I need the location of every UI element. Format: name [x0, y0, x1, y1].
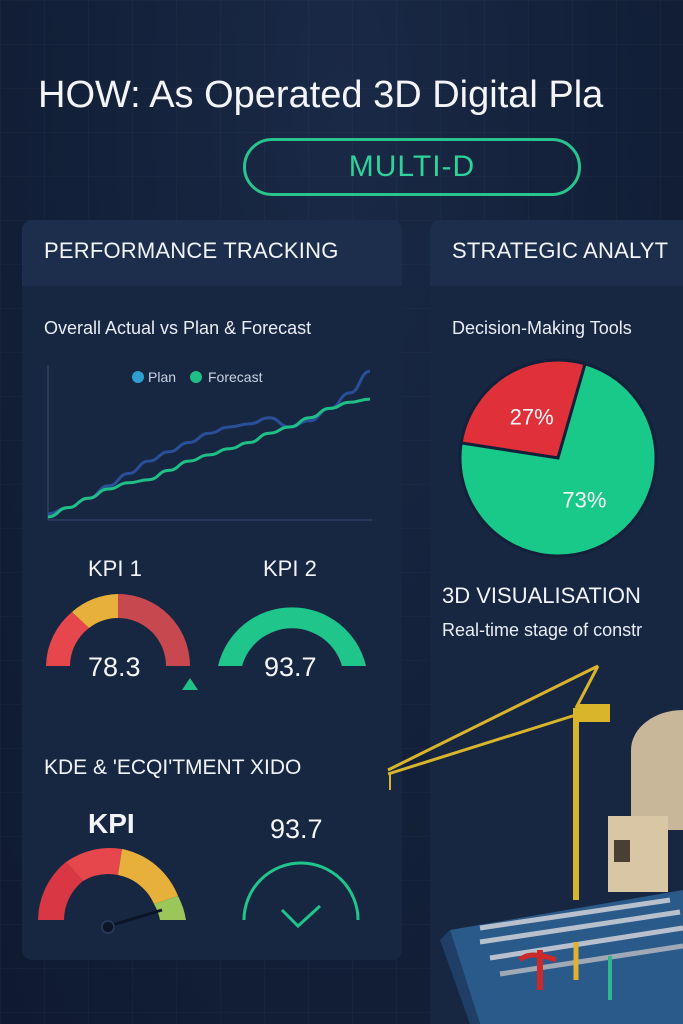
- strategic-panel-header: [430, 220, 683, 286]
- construction-scene: [387, 664, 683, 1024]
- kpi1-gauge-rose: [118, 594, 190, 666]
- kpi3-gauge: [38, 848, 186, 934]
- strategic-panel-title: STRATEGIC ANALYT: [452, 238, 669, 263]
- line-chart-title: Overall Actual vs Plan & Forecast: [44, 318, 312, 338]
- kpi3-gauge-lime: [154, 896, 186, 920]
- legend-forecast-dot-icon: [190, 371, 202, 383]
- line-series-group: [47, 369, 371, 519]
- pie-slice-1: [458, 361, 658, 558]
- triangle-up-icon: [182, 678, 198, 690]
- kpi1-gauge-amber: [72, 594, 118, 628]
- kpi2-label: KPI 2: [263, 556, 317, 581]
- construction-crane-icon: [387, 664, 610, 900]
- kpi2-gauge-arc: [218, 607, 366, 666]
- legend-forecast-label: Forecast: [208, 369, 263, 385]
- kpi3-gauge-red: [38, 862, 83, 920]
- kpi4-ring: [242, 861, 360, 921]
- pie-label-0: 27%: [510, 405, 554, 430]
- kpi3-gauge-amber: [118, 849, 178, 904]
- industrial-plant-icon: [440, 710, 683, 1024]
- kpi3-needle-hub: [101, 920, 115, 934]
- legend-plan-dot-icon: [132, 371, 144, 383]
- kpi2-value: 93.7: [264, 652, 317, 682]
- line-series-plan: [47, 369, 371, 516]
- performance-panel: [22, 220, 402, 960]
- pie-slice-0: [459, 358, 587, 460]
- line-series-forecast: [47, 397, 371, 519]
- kpi3-gauge-coral: [66, 848, 122, 881]
- checkmark-icon: [280, 904, 322, 929]
- kpi1-gauge: [46, 594, 190, 666]
- section2-title: KDE & 'ECQI'TMENT XIDO: [44, 756, 302, 779]
- visualisation-title: 3D VISUALISATION: [442, 583, 641, 608]
- kpi4-gauge: [242, 861, 360, 929]
- kpi4-value: 93.7: [270, 814, 323, 844]
- legend-plan-label: Plan: [148, 369, 176, 385]
- line-chart: Plan Forecast: [47, 365, 372, 521]
- kpi1-label: KPI 1: [88, 556, 142, 581]
- pie-chart-title: Decision-Making Tools: [452, 318, 632, 338]
- pie-chart: 27% 73%: [458, 358, 658, 558]
- performance-panel-header: [22, 220, 402, 286]
- multi-d-badge[interactable]: MULTI-D: [243, 138, 581, 196]
- page-title: HOW: As Operated 3D Digital Pla: [38, 74, 604, 116]
- pie-label-1: 73%: [562, 487, 606, 512]
- kpi2-gauge: [218, 607, 366, 666]
- kpi3-needle: [108, 908, 163, 928]
- visualisation-subtitle: Real-time stage of constr: [442, 620, 643, 640]
- kpi1-value: 78.3: [88, 652, 141, 682]
- kpi1-gauge-red: [46, 612, 89, 666]
- kpi3-label: KPI: [88, 808, 135, 839]
- performance-panel-title: PERFORMANCE TRACKING: [44, 238, 339, 263]
